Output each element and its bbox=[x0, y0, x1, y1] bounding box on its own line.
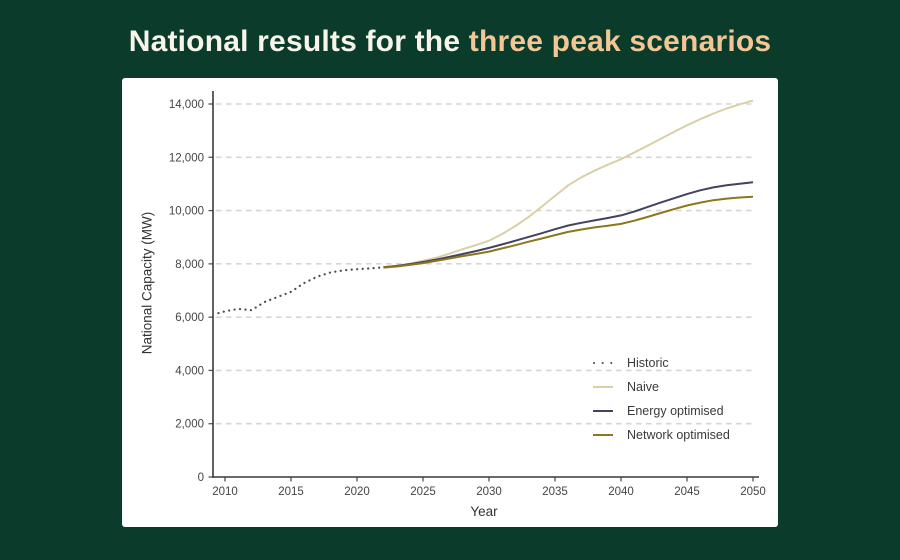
chart-panel: 0 2,000 4,000 6,000 8,000 10,000 12,000 14,000 2… bbox=[122, 78, 778, 527]
y-axis-label: National Capacity (MW) bbox=[139, 211, 155, 355]
x-axis-label: Year bbox=[470, 504, 498, 519]
y-tick-label-8000: 8,000 bbox=[175, 259, 204, 271]
series-line-energy-optimised bbox=[383, 181, 754, 269]
y-tick-label-2000: 2,000 bbox=[175, 419, 204, 431]
x-tick-label-2040: 2040 bbox=[608, 486, 634, 498]
y-tick-label-10000: 10,000 bbox=[169, 206, 204, 218]
legend-item-network-optimised: Network optimised bbox=[592, 423, 730, 447]
page-title-highlight: three peak scenarios bbox=[468, 25, 772, 58]
y-tick-label-14000: 14,000 bbox=[169, 99, 204, 111]
x-tick-label-2045: 2045 bbox=[674, 486, 700, 498]
chart-svg: 0 2,000 4,000 6,000 8,000 10,000 12,000 14,000 2… bbox=[169, 91, 766, 498]
x-tick-label-2035: 2035 bbox=[542, 486, 568, 498]
series-line-network-optimised bbox=[383, 195, 754, 269]
x-tick-label-2015: 2015 bbox=[278, 486, 304, 498]
legend-label-historic: Historic bbox=[627, 356, 669, 370]
series-line-historic bbox=[217, 266, 385, 315]
page-title-prefix: National results for the bbox=[128, 25, 461, 58]
legend-swatch-historic bbox=[593, 362, 613, 364]
legend-label-network-optimised: Network optimised bbox=[627, 428, 730, 442]
x-tick-label-2030: 2030 bbox=[476, 486, 502, 498]
x-tick-label-2025: 2025 bbox=[410, 486, 436, 498]
legend-item-energy-optimised: Energy optimised bbox=[592, 399, 730, 423]
x-tick-label-2050: 2050 bbox=[740, 486, 766, 498]
legend-label-naive: Naive bbox=[627, 380, 659, 394]
y-tick-label-4000: 4,000 bbox=[175, 365, 204, 377]
y-tick-label-12000: 12,000 bbox=[169, 152, 204, 164]
series-line-naive bbox=[383, 99, 754, 269]
x-tick-label-2020: 2020 bbox=[344, 486, 370, 498]
legend-item-historic: Historic bbox=[592, 351, 730, 375]
legend-item-naive: Naive bbox=[592, 375, 730, 399]
legend-swatch-energy-optimised bbox=[593, 410, 613, 412]
y-tick-label-6000: 6,000 bbox=[175, 312, 204, 324]
y-tick-label-0: 0 bbox=[198, 472, 204, 484]
legend-swatch-network-optimised bbox=[593, 434, 613, 436]
x-tick-label-2010: 2010 bbox=[212, 486, 238, 498]
chart-legend: Historic Naive Energy optimised Network opt… bbox=[592, 351, 730, 447]
page-title: National results for the three peak scen… bbox=[0, 25, 900, 59]
legend-swatch-naive bbox=[593, 386, 613, 388]
legend-label-energy-optimised: Energy optimised bbox=[627, 404, 724, 418]
